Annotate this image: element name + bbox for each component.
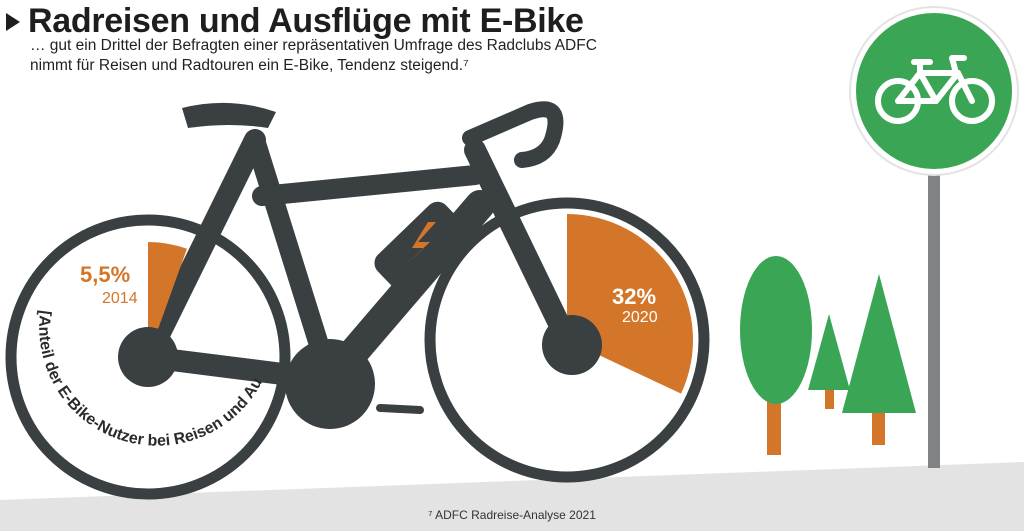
bike-saddle — [182, 102, 276, 128]
crank — [285, 339, 375, 429]
sign-pole — [928, 170, 940, 468]
lightning-bolt-icon — [402, 222, 436, 268]
year-label-2020: 2020 — [622, 309, 658, 326]
value-label-2014: 5,5% — [80, 262, 131, 287]
footnote: ⁷ ADFC Radreise-Analyse 2021 — [428, 508, 596, 522]
tree-round — [740, 256, 812, 455]
subtitle: … gut ein Drittel der Befragten einer re… — [30, 36, 597, 76]
front-wheel — [424, 197, 710, 483]
value-label-2020: 32% — [612, 284, 657, 309]
pie-slice-2014 — [148, 242, 187, 357]
page-title: Radreisen und Ausflüge mit E-Bike — [28, 2, 584, 40]
subtitle-line-1: … gut ein Drittel der Befragten einer re… — [30, 37, 597, 54]
subtitle-line-2: nimmt für Reisen und Radtouren ein E-Bik… — [30, 57, 469, 74]
ground — [0, 462, 1024, 531]
rear-wheel — [5, 214, 291, 500]
title-arrow-icon — [6, 12, 20, 31]
tree-small-triangle — [808, 314, 850, 409]
year-label-2014: 2014 — [102, 290, 138, 307]
tree-large-triangle — [842, 274, 916, 445]
title-block: Radreisen und Ausflüge mit E-Bike — [6, 2, 584, 41]
bicycle-sign-icon — [849, 6, 1019, 176]
bike-battery — [374, 201, 465, 291]
